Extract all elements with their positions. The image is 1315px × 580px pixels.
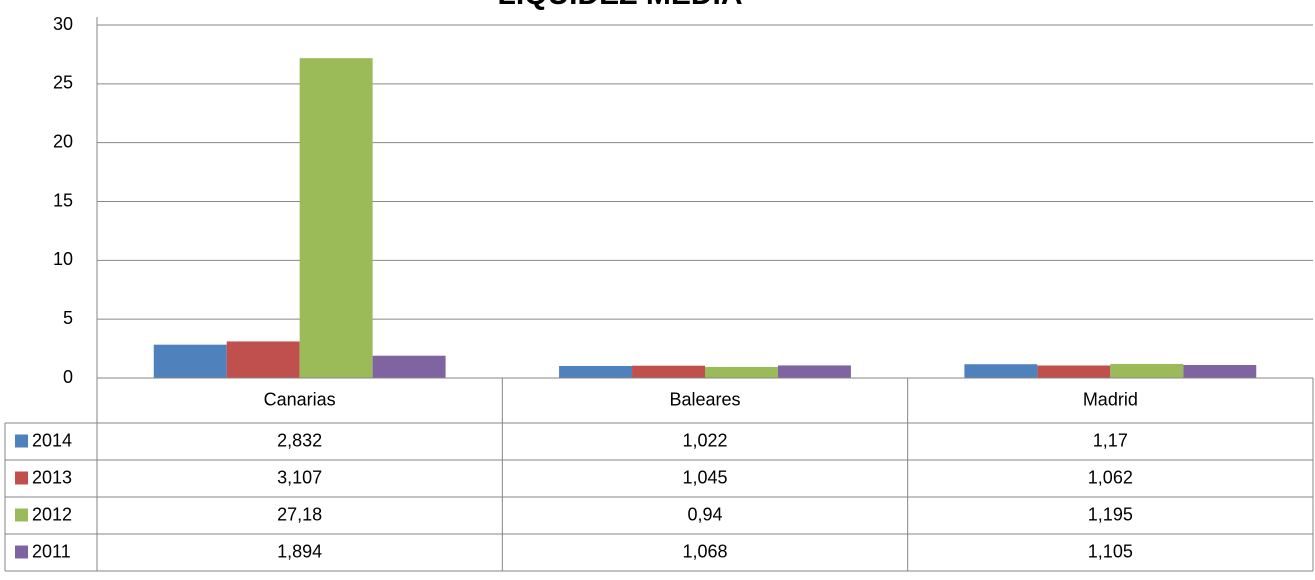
chart-title: LIQUIDEZ MEDIA (498, 0, 743, 11)
bar (226, 341, 300, 378)
y-tick-label: 30 (53, 14, 73, 34)
legend-key (15, 545, 28, 559)
y-tick-label: 25 (53, 73, 73, 93)
bar (964, 364, 1038, 378)
legend-label: 2012 (32, 504, 72, 524)
x-tick-label: Canarias (264, 389, 336, 409)
table-value: 1,045 (682, 467, 727, 487)
legend-label: 2014 (32, 430, 72, 450)
y-tick-label: 20 (53, 131, 73, 151)
bar (777, 365, 851, 378)
bar (1037, 365, 1111, 378)
table-value: 1,062 (1088, 467, 1133, 487)
bar (1110, 363, 1184, 378)
legend-key (15, 508, 28, 522)
bar (705, 366, 778, 378)
legend-key (15, 471, 28, 485)
table-value: 27,18 (277, 504, 322, 524)
table-value: 2,832 (277, 430, 322, 450)
table-value: 1,022 (682, 430, 727, 450)
bar (1183, 364, 1257, 378)
legend-label: 2011 (32, 541, 71, 561)
bar (372, 355, 446, 378)
y-tick-label: 5 (63, 308, 73, 328)
table-value: 1,195 (1088, 504, 1133, 524)
bar (559, 365, 633, 378)
table-value: 1,894 (277, 541, 322, 561)
table-value: 1,068 (682, 541, 727, 561)
legend-label: 2013 (32, 467, 72, 487)
y-tick-label: 10 (53, 249, 73, 269)
bar (632, 365, 705, 378)
y-tick-label: 0 (63, 367, 73, 387)
table-value: 1,17 (1093, 430, 1128, 450)
y-tick-label: 15 (53, 190, 73, 210)
bar (299, 58, 373, 378)
x-tick-label: Madrid (1083, 389, 1138, 409)
x-tick-label: Baleares (669, 389, 740, 409)
legend-key (15, 434, 28, 448)
bar (153, 344, 227, 378)
table-value: 1,105 (1088, 541, 1133, 561)
table-value: 0,94 (687, 504, 722, 524)
table-value: 3,107 (277, 467, 322, 487)
